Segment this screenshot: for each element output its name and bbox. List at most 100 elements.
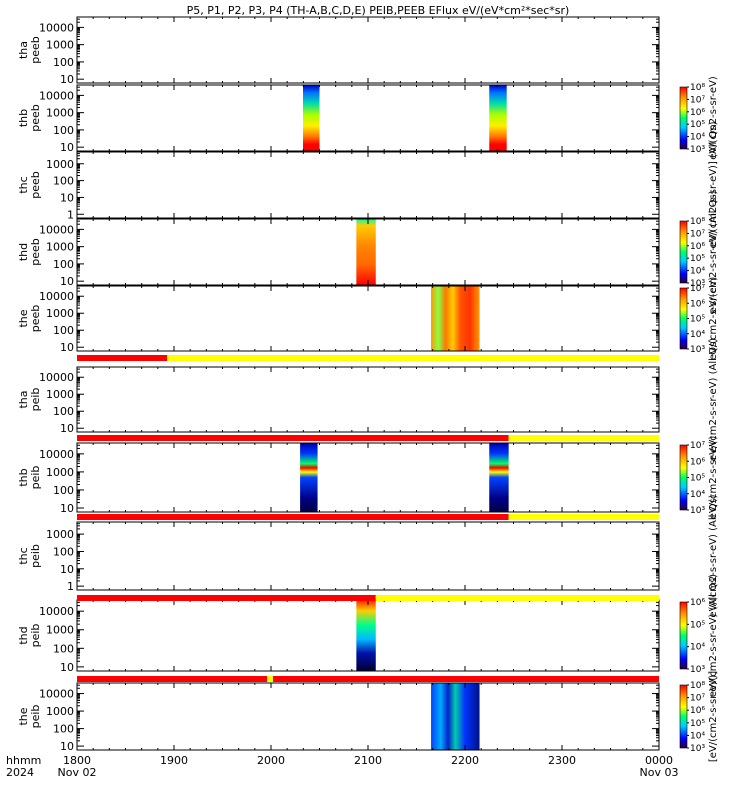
thd-peeb-colorbar-label: 10⁸: [690, 217, 705, 227]
thb-peeb-colorbar-label: 10⁵: [690, 120, 705, 130]
thd-peib-colorbar-label: 10⁵: [690, 620, 705, 630]
thb-peeb-colorbar-label: 10⁶: [690, 108, 705, 118]
thd-peib-colorbar-title: eV/(cm2-s-sr-eV) (All Qs): [708, 574, 719, 697]
tha-peib-ytick-label: 1000: [46, 388, 74, 401]
thd-peeb-colorbar-label: 10⁴: [690, 267, 705, 277]
the-peib-colorbar-label: 10³: [690, 744, 705, 754]
x-tick-label: 2000: [257, 754, 285, 767]
thc-peeb-ytick-label: 1: [67, 208, 74, 221]
the-peib-colorbar-label: 10⁴: [690, 731, 705, 741]
thd-peib-ytick-label: 10: [60, 661, 74, 674]
thb-peeb-colorbar-label: 10⁷: [690, 95, 705, 105]
tha-peib-colorbar-title: eV/(cm2-s-sr-eV) (All Qs): [708, 338, 719, 461]
thc-peeb-ytick-label: 1000: [46, 158, 74, 171]
the-peeb-colorbar-label: 10⁵: [690, 315, 705, 325]
thb-peeb-ytick-label: 100: [53, 124, 74, 137]
the-peeb-ytick-label: 10000: [39, 290, 74, 303]
thb-peeb-burst-0: [303, 85, 320, 151]
the-peeb-ytick-label: 10: [60, 341, 74, 354]
the-peeb-burst-0: [431, 286, 480, 351]
tha-peeb-frame: [76, 16, 660, 84]
tha-peeb-ytick-label: 10: [60, 73, 74, 86]
thb-peib-probe-label: thb: [17, 468, 30, 486]
tha-peib-probe-label: tha: [17, 390, 30, 408]
thb-peib-colorbar-title: eV/(cm2-s-sr-eV): [708, 436, 719, 520]
panel-the-peeb: 10000 1000 100 10 the peeb 10⁷ 10⁶ 10⁵ 10⁴ 10³ eV/(…: [17, 277, 719, 361]
x-tick-label: 2300: [548, 754, 576, 767]
the-peeb-colorbar: [679, 287, 688, 350]
panel-thc-peeb: 1000 100 10 1 thc peeb eV/(cm2-s-sr-eV)] (All …: [17, 121, 719, 248]
x-axis-label: hhmm: [6, 754, 41, 767]
thd-peeb-ytick-label: 10000: [39, 223, 74, 236]
thd-peib-product-label: peib: [29, 624, 42, 648]
thd-peeb-probe-label: thd: [17, 243, 30, 261]
thb-peeb-ytick-label: 10000: [39, 89, 74, 102]
mode-bar-0-segment-1: [167, 355, 659, 361]
thd-peeb-ytick-label: 10: [60, 275, 74, 288]
tha-peib-product-label: peib: [29, 388, 42, 412]
thd-peeb-burst-0: [356, 219, 376, 285]
tha-peib-ytick-label: 100: [53, 405, 74, 418]
the-peib-colorbar-title: [eV/(cm2-s-sr-eV)]: [708, 671, 719, 762]
thb-peeb-colorbar-label: 10⁴: [690, 133, 705, 143]
thb-peib-colorbar-label: 10⁷: [690, 441, 705, 451]
tha-peib-frame: [76, 366, 660, 433]
thd-peib-burst-0: [356, 600, 376, 671]
thb-peib-burst-0: [300, 443, 318, 512]
tha-peeb-ytick-label: 100: [53, 56, 74, 69]
thc-peib-ytick-label: 1000: [46, 528, 74, 541]
panel-tha-peib: 10000 1000 100 10 tha peib eV/(cm2-s-sr-eV) (A…: [17, 338, 719, 461]
mode-bar-1-segment-0: [77, 435, 509, 441]
mode-bar-4-segment-0: [77, 676, 268, 682]
thc-peib-ytick-label: 10: [60, 563, 74, 576]
thb-peeb-ytick-label: 1000: [46, 107, 74, 120]
tha-peib-ytick-label: 10000: [39, 371, 74, 384]
thd-peeb-colorbar: [679, 220, 688, 284]
mode-bar-4-segment-2: [272, 676, 659, 682]
mode-bar-2-segment-1: [508, 514, 659, 520]
tha-peeb-ytick-label: 1000: [46, 39, 74, 52]
the-peeb-ytick-label: 1000: [46, 307, 74, 320]
the-peib-ytick-label: 10000: [39, 688, 74, 701]
thb-peib-colorbar-label: 10⁶: [690, 457, 705, 467]
thb-peeb-frame: [76, 84, 660, 152]
thc-peib-product-label: peib: [29, 544, 42, 568]
the-peib-colorbar: [679, 684, 688, 749]
x-tick-label: 1900: [160, 754, 188, 767]
thd-peib-probe-label: thd: [17, 626, 30, 644]
thc-peeb-colorbar-title: eV/(cm2-s-sr-eV)] (All Qs): [708, 121, 719, 248]
thb-peib-colorbar-label: 10³: [690, 506, 705, 516]
the-peeb-colorbar-label: 10⁴: [690, 330, 705, 340]
thb-peib-frame: [76, 442, 660, 513]
panel-thb-peeb: 10000 1000 100 10 thb peeb 10⁸ 10⁷ 10⁶ 10⁵ 10⁴ 10³ e…: [17, 76, 719, 160]
the-peeb-colorbar-label: 10⁶: [690, 299, 705, 309]
thc-peib-probe-label: thc: [17, 547, 30, 564]
thc-peeb-ytick-label: 10: [60, 191, 74, 204]
the-peeb-probe-label: the: [17, 309, 30, 327]
the-peeb-colorbar-label: 10³: [690, 345, 705, 355]
the-peib-ytick-label: 100: [53, 723, 74, 736]
mode-bar-4-segment-1: [267, 676, 273, 682]
thc-peib-ytick-label: 1: [67, 580, 74, 593]
mode-bar-2-segment-0: [77, 514, 509, 520]
the-peib-colorbar-label: 10⁸: [690, 681, 705, 691]
thd-peeb-colorbar-label: 10⁶: [690, 242, 705, 252]
the-peib-colorbar-label: 10⁵: [690, 719, 705, 729]
thb-peeb-burst-1: [489, 85, 507, 151]
the-peib-probe-label: the: [17, 707, 30, 725]
tha-peeb-probe-label: tha: [17, 41, 30, 59]
tha-peib-ytick-label: 10: [60, 422, 74, 435]
thc-peib-ytick-label: 100: [53, 545, 74, 558]
thc-peib-frame: [76, 521, 660, 591]
the-peib-ytick-label: 1000: [46, 705, 74, 718]
panel-the-peib: 10000 1000 100 10 the peib 10⁸ 10⁷ 10⁶ 10⁵ 10⁴ 10³[…: [17, 671, 719, 762]
tha-peeb-ytick-label: 10000: [39, 21, 74, 34]
thb-peib-ytick-label: 10000: [39, 448, 74, 461]
thd-peib-ytick-label: 100: [53, 642, 74, 655]
mode-bar-0-segment-0: [77, 355, 168, 361]
thd-peeb-colorbar-label: 10⁵: [690, 254, 705, 264]
thb-peib-product-label: peib: [29, 466, 42, 490]
x-axis-start-date: Nov 02: [58, 766, 97, 779]
thd-peib-ytick-label: 10000: [39, 605, 74, 618]
